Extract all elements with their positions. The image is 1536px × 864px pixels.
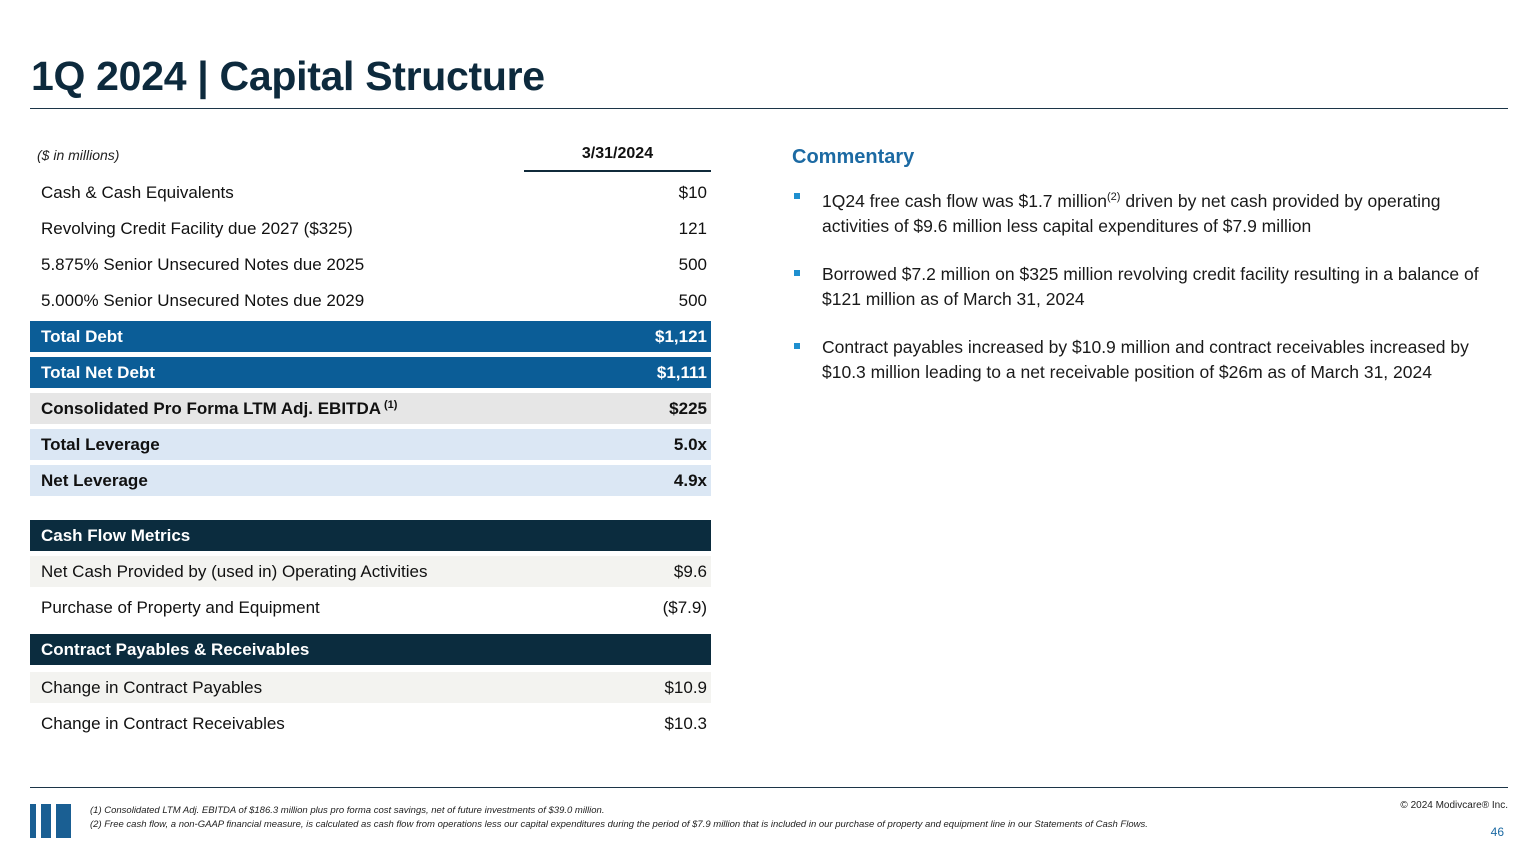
row-value: 5.0x [673,434,707,454]
row-value: 4.9x [673,470,707,490]
cash-flow-section-header: Cash Flow Metrics [30,520,711,551]
company-logo-icon [30,804,71,838]
net-leverage-row: Net Leverage 4.9x [30,465,711,496]
table-row: Revolving Credit Facility due 2027 ($325… [30,213,711,244]
footer-divider [30,787,1508,788]
table-row: Change in Contract Payables $10.9 [30,672,711,703]
row-label: Total Net Debt [41,362,155,382]
table-row: 5.875% Senior Unsecured Notes due 2025 5… [30,249,711,280]
row-label: Total Leverage [41,434,160,454]
bullet-icon [792,262,822,311]
bullet-icon [792,335,822,384]
row-value: $10 [678,182,707,202]
footnote-ref: (1) [384,398,398,411]
row-label: Total Debt [41,326,123,346]
footnote-1: (1) Consolidated LTM Adj. EBITDA of $186… [90,805,605,816]
row-value: 500 [678,290,707,310]
bullet-text: 1Q24 free cash flow was $1.7 million(2) … [822,191,1441,236]
total-leverage-row: Total Leverage 5.0x [30,429,711,460]
row-label: Consolidated Pro Forma LTM Adj. EBITDA (1… [41,398,398,418]
row-label: Cash & Cash Equivalents [41,182,234,202]
bullet-text: Borrowed $7.2 million on $325 million re… [822,264,1479,309]
copyright: © 2024 Modivcare® Inc. [1400,800,1508,811]
title-divider [30,108,1508,109]
table-row: Purchase of Property and Equipment ($7.9… [30,592,711,623]
date-column-header: 3/31/2024 [581,145,654,162]
row-value: 121 [678,218,707,238]
table-row: Cash & Cash Equivalents $10 [30,177,711,208]
table-row: 5.000% Senior Unsecured Notes due 2029 5… [30,285,711,316]
list-item: Contract payables increased by $10.9 mil… [792,335,1508,384]
commentary-list: 1Q24 free cash flow was $1.7 million(2) … [792,185,1508,408]
row-label: Net Leverage [41,470,148,490]
unit-label: ($ in millions) [37,147,120,163]
row-value: $9.6 [673,561,707,581]
row-value: 500 [678,254,707,274]
row-value: $1,121 [655,326,707,346]
row-value: $10.9 [664,677,707,697]
row-label: Revolving Credit Facility due 2027 ($325… [41,218,353,238]
contract-section-header: Contract Payables & Receivables [30,634,711,665]
row-label: Change in Contract Receivables [41,713,285,733]
row-label: Net Cash Provided by (used in) Operating… [41,561,428,581]
bullet-icon [792,185,822,238]
footnote-ref: (2) [1107,191,1121,203]
commentary-title: Commentary [792,146,915,168]
bullet-text: Contract payables increased by $10.9 mil… [822,337,1469,382]
row-label: Change in Contract Payables [41,677,263,697]
total-net-debt-row: Total Net Debt $1,111 [30,357,711,388]
row-label: Purchase of Property and Equipment [41,597,320,617]
row-value: $1,111 [656,362,707,382]
table-row: Net Cash Provided by (used in) Operating… [30,556,711,587]
total-debt-row: Total Debt $1,121 [30,321,711,352]
row-value: $10.3 [664,713,707,733]
list-item: Borrowed $7.2 million on $325 million re… [792,262,1508,311]
footnote-2: (2) Free cash flow, a non-GAAP financial… [90,819,1148,830]
date-header-underline [524,170,711,172]
row-label: 5.000% Senior Unsecured Notes due 2029 [41,290,365,310]
row-value: ($7.9) [662,597,707,617]
ebitda-row: Consolidated Pro Forma LTM Adj. EBITDA (1… [30,393,711,424]
row-value: $225 [669,398,707,418]
table-row: Change in Contract Receivables $10.3 [30,708,711,739]
list-item: 1Q24 free cash flow was $1.7 million(2) … [792,185,1508,238]
row-label: 5.875% Senior Unsecured Notes due 2025 [41,254,365,274]
page-title: 1Q 2024 | Capital Structure [31,53,545,99]
page-number: 46 [1490,825,1504,839]
